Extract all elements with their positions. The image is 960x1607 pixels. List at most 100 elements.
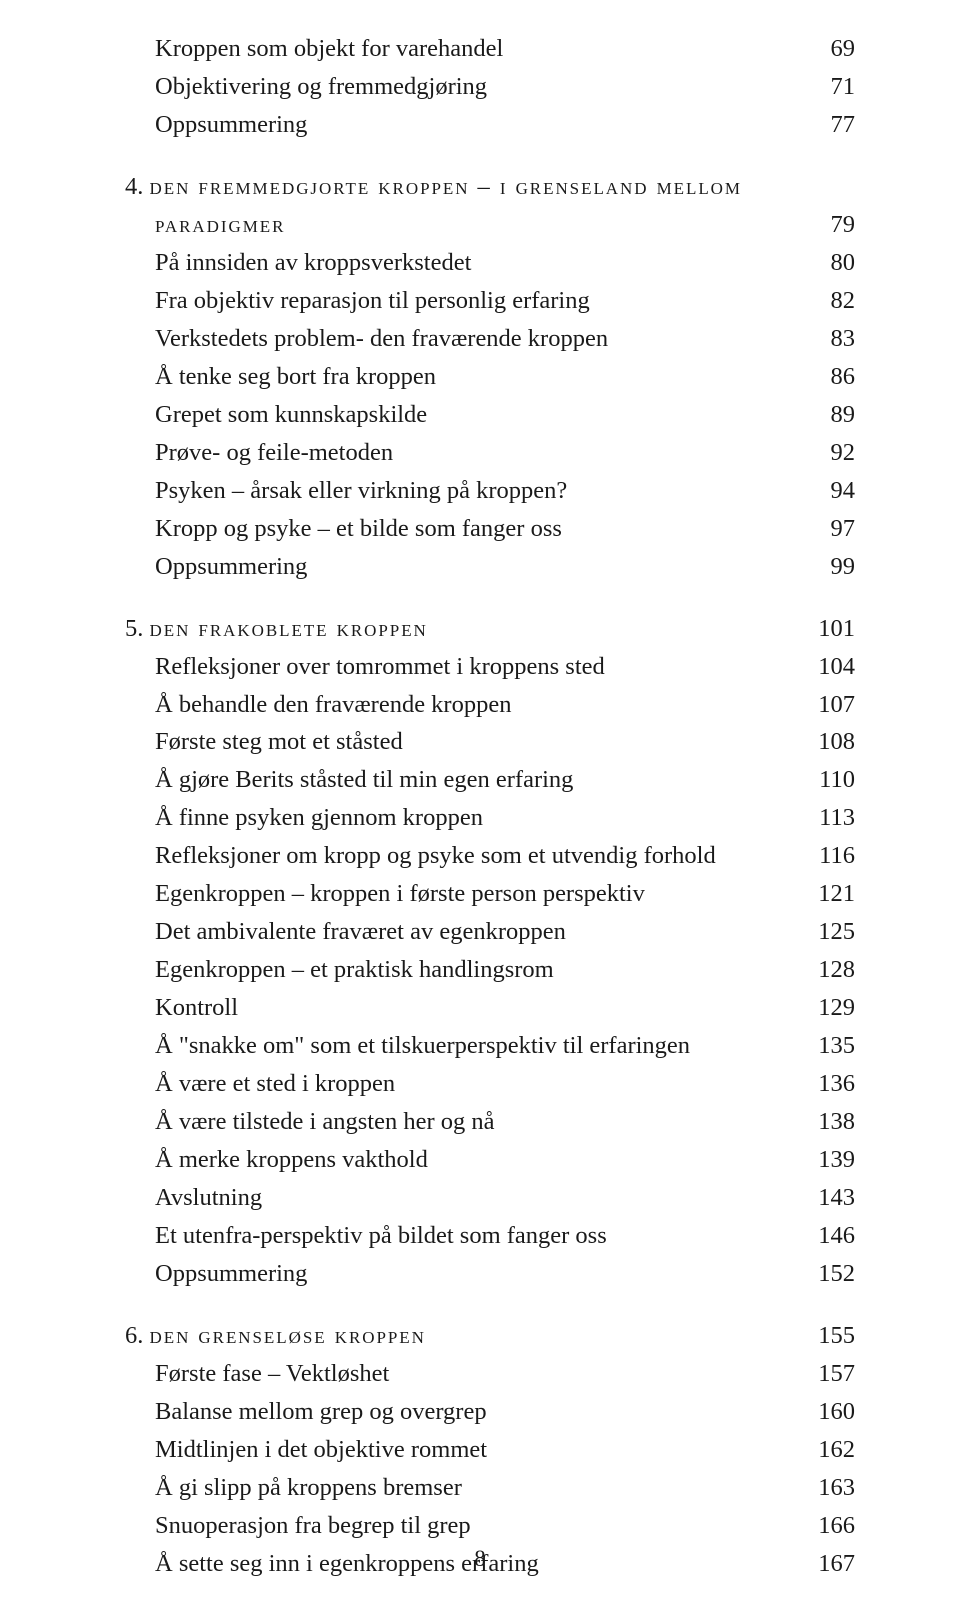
toc-entry-label: Midtlinjen i det objektive rommet (155, 1431, 795, 1469)
toc-chapter-title: 6. den grenseløse kroppen (125, 1317, 795, 1355)
toc-entry-page: 162 (795, 1431, 855, 1469)
toc-entry-label: Å gi slipp på kroppens bremser (155, 1469, 795, 1507)
toc-entry-label: Å finne psyken gjennom kroppen (155, 799, 795, 837)
toc-chapter: 4. den fremmedgjorte kroppen – i grensel… (125, 168, 855, 586)
toc-entry-page: 86 (795, 358, 855, 396)
toc-entry-page: 92 (795, 434, 855, 472)
page-number: 8 (0, 1541, 960, 1577)
toc-entry-label: Et utenfra-perspektiv på bildet som fang… (155, 1217, 795, 1255)
toc-entry: Grepet som kunnskapskilde89 (125, 396, 855, 434)
toc-entry: Å tenke seg bort fra kroppen86 (125, 358, 855, 396)
toc-entry: Balanse mellom grep og overgrep160 (125, 1393, 855, 1431)
toc-entry: Avslutning143 (125, 1179, 855, 1217)
toc-entry-page: 136 (795, 1065, 855, 1103)
toc-entry-label: Snuoperasjon fra begrep til grep (155, 1507, 795, 1545)
toc-entry-label: Å være et sted i kroppen (155, 1065, 795, 1103)
toc-entry-page: 121 (795, 875, 855, 913)
toc-chapter-page: 155 (795, 1317, 855, 1355)
toc-entry-label: Å behandle den fraværende kroppen (155, 686, 795, 724)
toc-entry-label: Kontroll (155, 989, 795, 1027)
toc-entry-page: 104 (795, 648, 855, 686)
toc-entry-page: 108 (795, 723, 855, 761)
toc-entry-page: 146 (795, 1217, 855, 1255)
toc-entry-label: Refleksjoner om kropp og psyke som et ut… (155, 837, 795, 875)
toc-entry: Snuoperasjon fra begrep til grep166 (125, 1507, 855, 1545)
toc-chapter-number: 5. (125, 615, 143, 642)
toc-entry-label: Oppsummering (155, 106, 795, 144)
toc-chapter-heading: 4. den fremmedgjorte kroppen – i grensel… (125, 168, 855, 206)
toc-entry-page: 135 (795, 1027, 855, 1065)
toc-entry-page: 113 (795, 799, 855, 837)
toc-entry: Psyken – årsak eller virkning på kroppen… (125, 472, 855, 510)
toc-entry-label: Objektivering og fremmedgjøring (155, 68, 795, 106)
toc-chapter-number: 6. (125, 1322, 143, 1349)
toc-entry: Å "snakke om" som et tilskuerperspektiv … (125, 1027, 855, 1065)
toc-entry-page: 89 (795, 396, 855, 434)
toc-chapter-title: 5. den frakoblete kroppen (125, 610, 795, 648)
toc-entry: Første fase – Vektløshet157 (125, 1355, 855, 1393)
toc-entry-label: Egenkroppen – et praktisk handlingsrom (155, 951, 795, 989)
toc-entry: Refleksjoner over tomrommet i kroppens s… (125, 648, 855, 686)
toc-chapters-section: 4. den fremmedgjorte kroppen – i grensel… (125, 168, 855, 1583)
toc-entry-page: 128 (795, 951, 855, 989)
toc-entry-page: 116 (795, 837, 855, 875)
toc-entry-label: Å merke kroppens vakthold (155, 1141, 795, 1179)
toc-entry-label: På innsiden av kroppsverkstedet (155, 244, 795, 282)
toc-entry: Oppsummering152 (125, 1255, 855, 1293)
toc-entry-label: Balanse mellom grep og overgrep (155, 1393, 795, 1431)
toc-entry-label: Kropp og psyke – et bilde som fanger oss (155, 510, 795, 548)
toc-entry: Et utenfra-perspektiv på bildet som fang… (125, 1217, 855, 1255)
toc-entry-page: 163 (795, 1469, 855, 1507)
toc-entry: Midtlinjen i det objektive rommet162 (125, 1431, 855, 1469)
toc-entry: Verkstedets problem- den fraværende krop… (125, 320, 855, 358)
toc-entry: Prøve- og feile-metoden92 (125, 434, 855, 472)
toc-entry-label: Oppsummering (155, 548, 795, 586)
toc-entry: Oppsummering99 (125, 548, 855, 586)
toc-entry: Å være tilstede i angsten her og nå138 (125, 1103, 855, 1141)
toc-entry-page: 166 (795, 1507, 855, 1545)
toc-entry-label: Å være tilstede i angsten her og nå (155, 1103, 795, 1141)
toc-entry-page: 138 (795, 1103, 855, 1141)
toc-entry-page: 139 (795, 1141, 855, 1179)
toc-entry-page: 99 (795, 548, 855, 586)
toc-entry: Kontroll129 (125, 989, 855, 1027)
toc-entry-page: 152 (795, 1255, 855, 1293)
toc-entry: Egenkroppen – et praktisk handlingsrom12… (125, 951, 855, 989)
toc-chapter-title: 4. den fremmedgjorte kroppen – i grensel… (125, 168, 855, 206)
toc-entry: Kropp og psyke – et bilde som fanger oss… (125, 510, 855, 548)
toc-entry-label: Egenkroppen – kroppen i første person pe… (155, 875, 795, 913)
toc-entry-page: 143 (795, 1179, 855, 1217)
toc-entry: Det ambivalente fraværet av egenkroppen1… (125, 913, 855, 951)
toc-entry-label: Å tenke seg bort fra kroppen (155, 358, 795, 396)
toc-chapter-title-cont: paradigmer (155, 206, 795, 244)
toc-entry-page: 107 (795, 686, 855, 724)
toc-entry-page: 83 (795, 320, 855, 358)
toc-entry: Å være et sted i kroppen136 (125, 1065, 855, 1103)
toc-entry: Objektivering og fremmedgjøring71 (125, 68, 855, 106)
toc-entry-page: 69 (795, 30, 855, 68)
toc-entry-label: Kroppen som objekt for varehandel (155, 30, 795, 68)
toc-entry-label: Første fase – Vektløshet (155, 1355, 795, 1393)
toc-entry-label: Det ambivalente fraværet av egenkroppen (155, 913, 795, 951)
toc-entry: Egenkroppen – kroppen i første person pe… (125, 875, 855, 913)
toc-entry-label: Oppsummering (155, 1255, 795, 1293)
toc-chapter-title-text: den frakoblete kroppen (150, 615, 428, 642)
toc-chapter: 5. den frakoblete kroppen101Refleksjoner… (125, 610, 855, 1293)
toc-chapter-page: 79 (795, 206, 855, 244)
toc-entry-label: Verkstedets problem- den fraværende krop… (155, 320, 795, 358)
toc-entry-page: 110 (795, 761, 855, 799)
toc-entry: Å merke kroppens vakthold139 (125, 1141, 855, 1179)
toc-entry-label: Grepet som kunnskapskilde (155, 396, 795, 434)
toc-entry-page: 71 (795, 68, 855, 106)
toc-entry: Å behandle den fraværende kroppen107 (125, 686, 855, 724)
toc-entry-page: 129 (795, 989, 855, 1027)
toc-entry-page: 80 (795, 244, 855, 282)
toc-entry: Å gjøre Berits ståsted til min egen erfa… (125, 761, 855, 799)
toc-entry: På innsiden av kroppsverkstedet80 (125, 244, 855, 282)
toc-entry-label: Prøve- og feile-metoden (155, 434, 795, 472)
toc-entry: Fra objektiv reparasjon til personlig er… (125, 282, 855, 320)
toc-entry: Å finne psyken gjennom kroppen113 (125, 799, 855, 837)
toc-entry-page: 77 (795, 106, 855, 144)
toc-intro-section: Kroppen som objekt for varehandel69Objek… (125, 30, 855, 144)
toc-entry-page: 160 (795, 1393, 855, 1431)
